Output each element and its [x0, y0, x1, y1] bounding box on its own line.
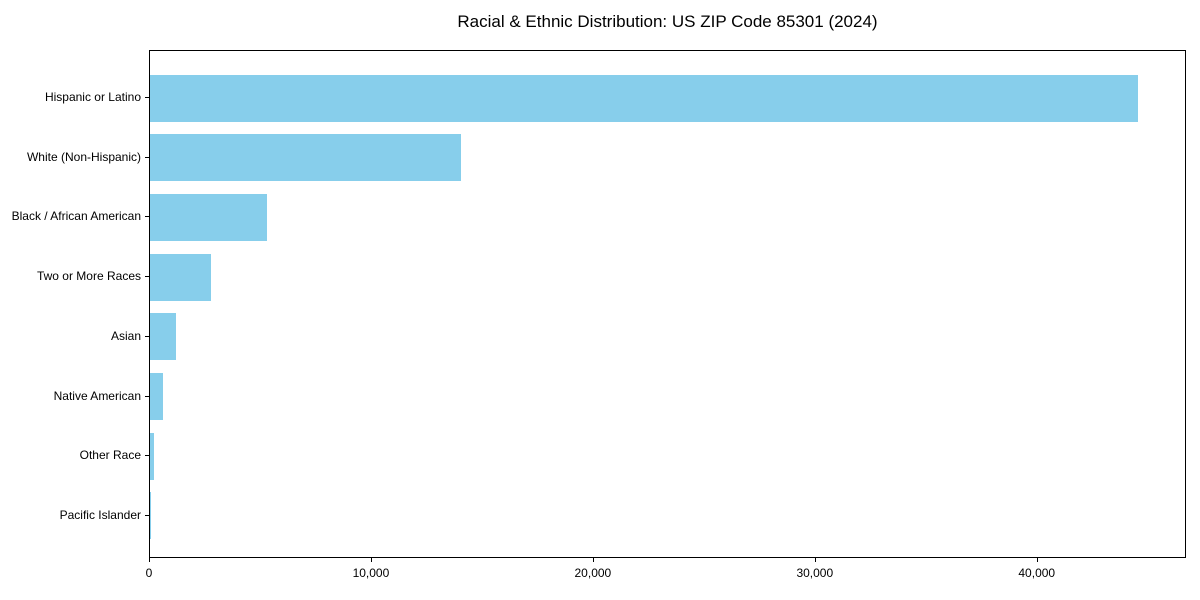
y-tick-label-other-race: Other Race: [79, 448, 141, 463]
x-tick-mark: [370, 558, 372, 562]
x-tick-mark: [592, 558, 594, 562]
bar-hispanic-or-latino: [150, 74, 1138, 122]
x-tick-mark: [814, 558, 816, 562]
x-tick-label-30-000: 30,000: [796, 566, 834, 580]
y-tick-label-black-african-american: Black / African American: [11, 209, 141, 224]
x-tick-label-40-000: 40,000: [1018, 566, 1056, 580]
x-tick-label-0: 0: [145, 566, 153, 580]
bar-black-african-american: [150, 193, 267, 241]
x-tick-label-20-000: 20,000: [574, 566, 612, 580]
bar-asian: [150, 313, 176, 361]
x-tick-mark: [149, 558, 150, 562]
y-tick-mark: [145, 97, 149, 98]
y-tick-mark: [145, 514, 149, 516]
bar-other-race: [150, 432, 155, 480]
x-tick-mark: [1036, 558, 1038, 562]
chart-title: Racial & Ethnic Distribution: US ZIP Cod…: [457, 12, 878, 31]
y-tick-mark: [145, 395, 149, 397]
bar-two-or-more-races: [150, 253, 212, 301]
y-tick-label-two-or-more-races: Two or More Races: [36, 269, 141, 284]
plot-area: [149, 50, 1186, 558]
y-tick-label-native-american: Native American: [53, 388, 141, 403]
y-tick-mark: [145, 156, 149, 158]
y-tick-label-pacific-islander: Pacific Islander: [59, 507, 141, 522]
y-tick-mark: [145, 335, 149, 337]
y-tick-mark: [145, 216, 149, 218]
bar-white-non-hispanic: [150, 134, 461, 182]
y-tick-mark: [145, 276, 149, 278]
y-tick-label-white-non-hispanic: White (Non-Hispanic): [26, 149, 141, 164]
x-tick-label-10-000: 10,000: [352, 566, 390, 580]
y-tick-label-asian: Asian: [110, 328, 141, 343]
y-tick-mark: [145, 455, 149, 457]
y-tick-label-hispanic-or-latino: Hispanic or Latino: [44, 90, 141, 104]
bar-native-american: [150, 373, 164, 420]
